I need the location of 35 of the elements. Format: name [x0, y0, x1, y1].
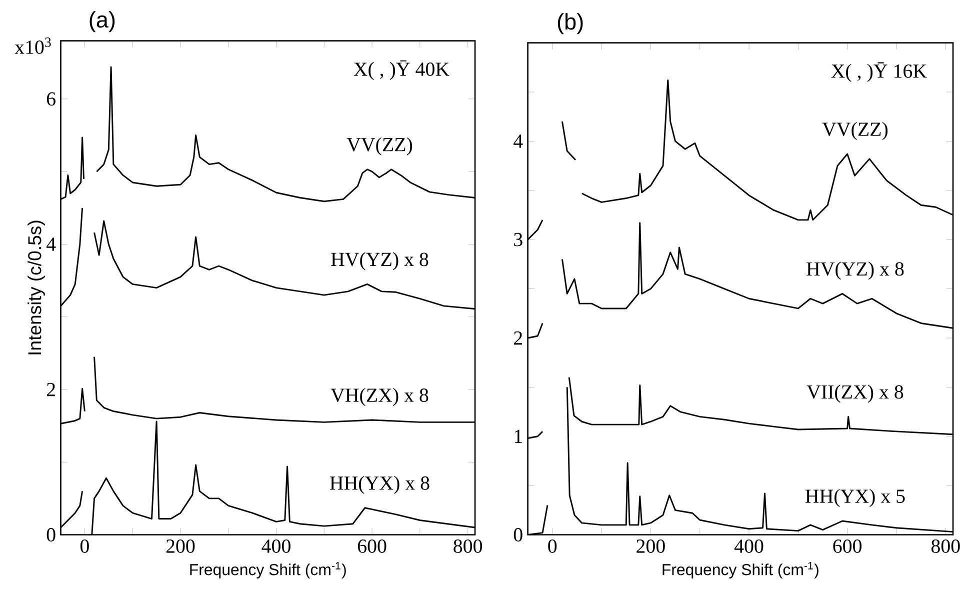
y-tick-label: 0 [514, 528, 522, 542]
y-tick-label: 4 [46, 238, 56, 252]
annotation: X( , )Ȳ 16K [831, 62, 927, 82]
y-tick-label: 1 [514, 430, 522, 444]
x-axis-title: Frequency Shift (cm$^{-1}$) [662, 562, 818, 579]
x-tick-label: 0 [548, 540, 557, 554]
x-tick-label: 200 [166, 540, 195, 554]
y-tick-label: 6 [46, 92, 56, 106]
x-tick-label: 800 [454, 540, 482, 554]
series-label: VII(ZX) x 8 [806, 384, 904, 403]
y-tick-label: 2 [514, 332, 522, 345]
y-tick-label: 0 [46, 528, 56, 542]
chart-title: (b) [558, 13, 583, 34]
x-tick-label: 600 [358, 540, 386, 554]
series-label: VH(ZX) x 8 [330, 388, 428, 406]
series-label: HH(YX) x 5 [805, 489, 905, 508]
series-label: VV(ZZ) [346, 138, 412, 156]
y-tick-label: 3 [514, 233, 522, 247]
x-tick-label: 0 [80, 540, 89, 554]
x-tick-label: 400 [734, 540, 764, 554]
series-label: VV(ZZ) [822, 122, 888, 140]
series-label: HH(YX) x 8 [330, 476, 430, 494]
series-label: HV(YZ) x 8 [806, 262, 904, 280]
x-tick-label: 200 [636, 540, 665, 554]
x-axis-title: Frequency Shift (cm$^{-1}$) [190, 562, 346, 579]
annotation: X( , )Ȳ 40K [354, 60, 450, 80]
y-tick-label: 4 [514, 134, 523, 148]
x-tick-label: 800 [931, 540, 960, 554]
x-tick-label: 400 [262, 540, 290, 554]
y-tick-label: 2 [46, 383, 55, 396]
text: x10$^{3}$ [14, 38, 51, 54]
series-label: HV(YZ) x 8 [331, 252, 428, 270]
chart-title: (a) [90, 11, 115, 32]
x-tick-label: 600 [833, 540, 862, 554]
y-axis-title: Intensity (c/0.5s) [28, 221, 45, 355]
